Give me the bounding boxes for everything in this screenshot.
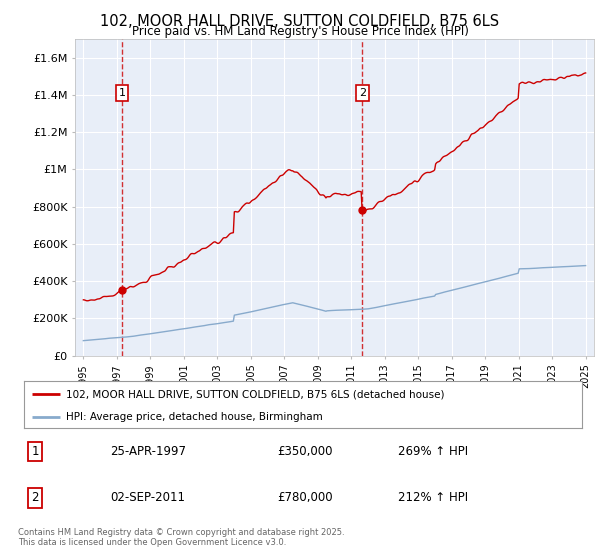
Text: Price paid vs. HM Land Registry's House Price Index (HPI): Price paid vs. HM Land Registry's House … — [131, 25, 469, 38]
Text: 02-SEP-2011: 02-SEP-2011 — [110, 491, 185, 504]
Text: 102, MOOR HALL DRIVE, SUTTON COLDFIELD, B75 6LS (detached house): 102, MOOR HALL DRIVE, SUTTON COLDFIELD, … — [66, 389, 445, 399]
Text: 2: 2 — [31, 491, 39, 504]
Text: 212% ↑ HPI: 212% ↑ HPI — [398, 491, 468, 504]
Text: £780,000: £780,000 — [277, 491, 332, 504]
Text: 269% ↑ HPI: 269% ↑ HPI — [398, 445, 468, 458]
Text: 1: 1 — [31, 445, 39, 458]
Text: 102, MOOR HALL DRIVE, SUTTON COLDFIELD, B75 6LS: 102, MOOR HALL DRIVE, SUTTON COLDFIELD, … — [100, 14, 500, 29]
Text: HPI: Average price, detached house, Birmingham: HPI: Average price, detached house, Birm… — [66, 412, 323, 422]
Text: 1: 1 — [119, 88, 126, 98]
Text: Contains HM Land Registry data © Crown copyright and database right 2025.
This d: Contains HM Land Registry data © Crown c… — [18, 528, 344, 547]
Text: 25-APR-1997: 25-APR-1997 — [110, 445, 186, 458]
Text: £350,000: £350,000 — [277, 445, 332, 458]
Text: 2: 2 — [359, 88, 366, 98]
